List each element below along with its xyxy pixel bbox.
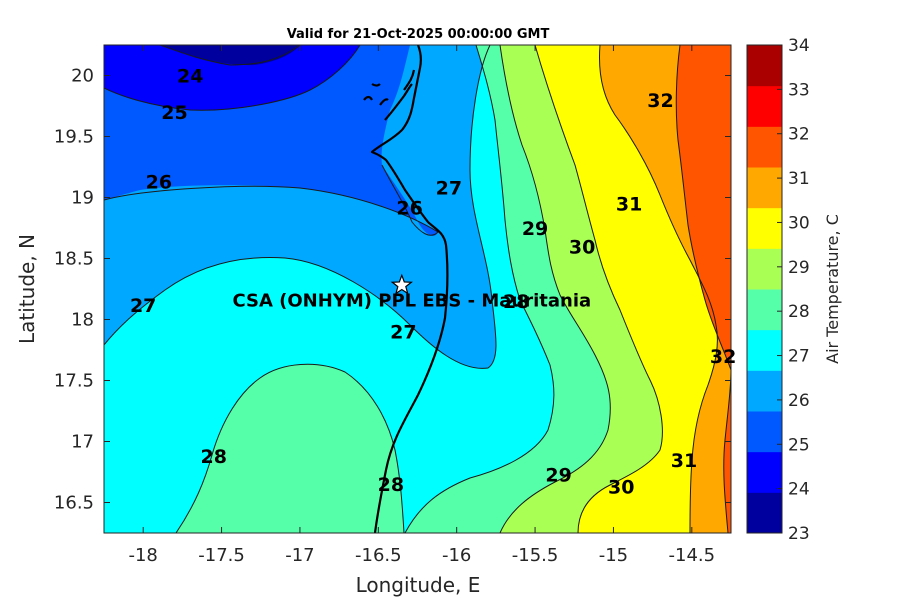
colorbar-tick-label: 30 bbox=[788, 213, 810, 233]
colorbar-segment bbox=[747, 329, 782, 371]
colorbar-segment bbox=[747, 411, 782, 453]
y-tick-label: 19 bbox=[71, 188, 94, 209]
x-tick-label: -17.5 bbox=[198, 545, 245, 566]
x-tick-label: -16.5 bbox=[355, 545, 402, 566]
x-tick-label: -15.5 bbox=[512, 545, 559, 566]
x-tick-label: -14.5 bbox=[669, 545, 716, 566]
colorbar-tick-label: 25 bbox=[788, 435, 810, 455]
y-tick-label: 20 bbox=[71, 66, 94, 87]
y-tick-label: 17 bbox=[71, 432, 94, 453]
colorbar-tick-label: 24 bbox=[788, 480, 810, 500]
colorbar-tick-label: 31 bbox=[788, 169, 810, 189]
contour-label: 30 bbox=[608, 477, 634, 499]
contour-label: 32 bbox=[710, 346, 736, 368]
contour-label: 24 bbox=[177, 66, 203, 88]
x-axis-ticks: -18 -17.5 -17 -16.5 -16 -15.5 -15 -14.5 bbox=[128, 45, 715, 566]
site-label: CSA (ONHYM) PPL EBS - Mauritania bbox=[232, 290, 591, 311]
colorbar-segment bbox=[747, 167, 782, 209]
contour-label: 26 bbox=[146, 172, 172, 194]
contour-label: 27 bbox=[390, 322, 416, 344]
colorbar-tick-label: 23 bbox=[788, 524, 810, 544]
contour-label-layer: 24 25 26 26 27 27 27 28 28 28 29 29 30 30 31 31 32 32 bbox=[130, 66, 736, 499]
colorbar-tick-label: 29 bbox=[788, 258, 810, 278]
colorbar-tick-label: 28 bbox=[788, 302, 810, 322]
x-tick-label: -18 bbox=[128, 545, 157, 566]
contour-label: 26 bbox=[396, 197, 422, 219]
contour-label: 29 bbox=[545, 464, 571, 486]
contour-label: 25 bbox=[161, 102, 187, 124]
figure-title: Valid for 21-Oct-2025 00:00:00 GMT bbox=[287, 27, 550, 42]
band-28-29-south bbox=[176, 364, 404, 533]
colorbar-segment bbox=[747, 451, 782, 493]
coastline bbox=[363, 45, 449, 533]
band-32-33 bbox=[676, 45, 731, 533]
colorbar-segment bbox=[747, 289, 782, 331]
contour-label: 28 bbox=[503, 291, 529, 313]
y-tick-label: 17.5 bbox=[54, 371, 94, 392]
colorbar-segment bbox=[747, 492, 782, 534]
colorbar-segment bbox=[747, 85, 782, 127]
contour-label: 30 bbox=[569, 236, 595, 258]
isotherm-lines bbox=[104, 45, 731, 533]
y-tick-label: 18.5 bbox=[54, 249, 94, 270]
contour-label: 27 bbox=[436, 178, 462, 200]
colorbar-tick-label: 27 bbox=[788, 347, 810, 367]
colorbar-tick-label: 26 bbox=[788, 391, 810, 411]
colorbar-label: Air Temperature, C bbox=[823, 214, 842, 364]
y-tick-label: 16.5 bbox=[54, 493, 94, 514]
band-24-25 bbox=[104, 45, 360, 111]
plot-frame bbox=[103, 44, 732, 534]
contour-label: 29 bbox=[522, 218, 548, 240]
colorbar-segment bbox=[747, 126, 782, 168]
colorbar-segment bbox=[747, 45, 782, 87]
site-marker-layer: CSA (ONHYM) PPL EBS - Mauritania bbox=[232, 273, 591, 311]
contour-label: 28 bbox=[378, 474, 404, 496]
x-tick-label: -16 bbox=[442, 545, 471, 566]
x-axis-label: Longitude, E bbox=[356, 573, 481, 597]
y-axis-label: Latitude, N bbox=[15, 234, 39, 344]
contour-label: 31 bbox=[616, 194, 642, 216]
colorbar: 23 24 25 26 27 28 29 30 31 32 33 34 bbox=[746, 36, 810, 544]
contour-fill-layer bbox=[104, 45, 731, 533]
contour-label: 28 bbox=[200, 446, 226, 468]
site-star-icon bbox=[390, 273, 413, 295]
y-tick-label: 18 bbox=[71, 310, 94, 331]
band-23-24 bbox=[160, 45, 300, 66]
colorbar-tick-label: 33 bbox=[788, 80, 810, 100]
colorbar-segment bbox=[747, 207, 782, 249]
y-tick-label: 19.5 bbox=[54, 127, 94, 148]
contour-label: 31 bbox=[671, 450, 697, 472]
colorbar-tick-label: 34 bbox=[788, 36, 810, 56]
colorbar-segment bbox=[747, 370, 782, 412]
colorbar-segment bbox=[747, 248, 782, 290]
contour-label: 32 bbox=[647, 90, 673, 112]
colorbar-tick-label: 32 bbox=[788, 125, 810, 145]
contour-label: 27 bbox=[130, 295, 156, 317]
x-tick-label: -17 bbox=[285, 545, 314, 566]
x-tick-label: -15 bbox=[599, 545, 628, 566]
colorbar-frame bbox=[746, 44, 783, 534]
y-axis-ticks: 16.5 17 17.5 18 18.5 19 19.5 20 bbox=[54, 66, 731, 514]
